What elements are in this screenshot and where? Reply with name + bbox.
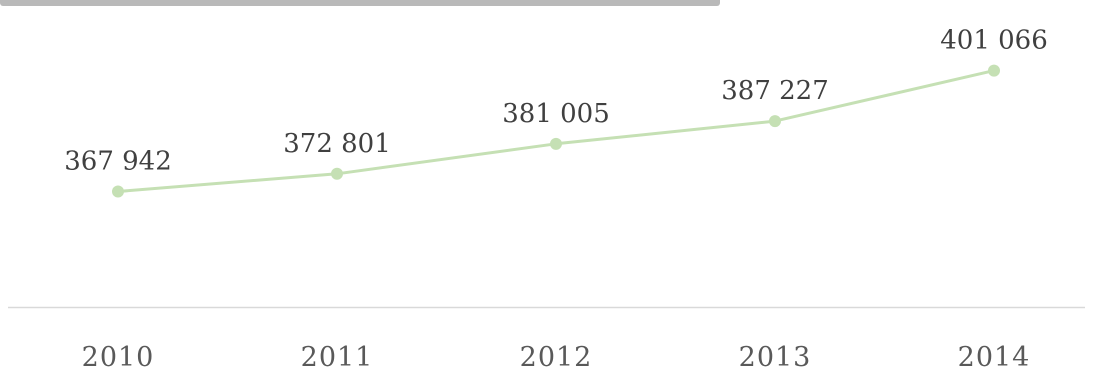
data-label-2011: 372 801 [283, 129, 391, 159]
title-fragment-svg [0, 0, 720, 6]
data-point-2011 [331, 167, 343, 180]
data-label-2010: 367 942 [64, 147, 172, 177]
x-tick-label-2010: 2010 [82, 342, 155, 367]
data-point-2010 [112, 185, 124, 198]
data-point-2013 [769, 115, 781, 128]
x-tick-label-2013: 2013 [739, 342, 812, 367]
data-label-2013: 387 227 [721, 76, 829, 106]
chart-title-fragment [0, 0, 760, 8]
data-point-2012 [550, 137, 562, 150]
x-tick-label-2014: 2014 [958, 342, 1031, 367]
x-tick-label-2011: 2011 [301, 342, 374, 367]
data-point-2014 [988, 64, 1000, 77]
data-label-2012: 381 005 [502, 99, 610, 129]
series-line [117, 69, 995, 193]
data-label-2014: 401 066 [940, 26, 1048, 56]
x-tick-label-2012: 2012 [520, 342, 593, 367]
